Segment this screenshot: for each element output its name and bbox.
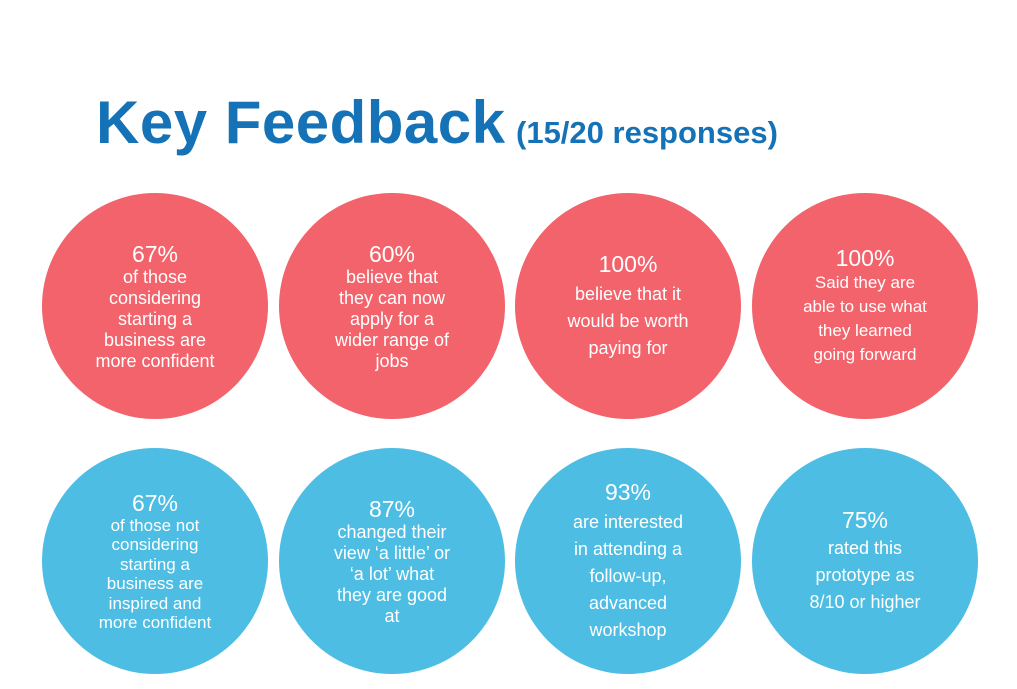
stat-line: changed their [337, 521, 447, 542]
stat-line: they learned [818, 321, 912, 340]
stat-description: of those considering starting a business… [95, 267, 214, 372]
stat-percent: 100% [835, 245, 895, 271]
stat-line: rated this [827, 537, 903, 558]
stat-line: inspired and [108, 593, 202, 613]
slide-title: Key Feedback (15/20 responses) [96, 88, 778, 157]
stat-circle-wider-jobs: 60% believe that they can now apply for … [279, 193, 505, 419]
stat-line: prototype as [815, 564, 915, 585]
stat-line: in attending a [573, 538, 683, 559]
stat-line: business are [106, 574, 204, 593]
stat-description: rated this prototype as 8/10 or higher [809, 535, 920, 616]
stat-description: Said they are able to use what they lear… [803, 271, 927, 367]
stat-circle-use-going-forward: 100% Said they are able to use what they… [752, 193, 978, 419]
stat-line: Said they are [814, 273, 916, 292]
stat-description: believe that they can now apply for a wi… [335, 267, 449, 372]
stat-percent: 60% [368, 240, 416, 267]
stat-percent: 93% [604, 478, 652, 505]
stat-line: going forward [813, 345, 917, 364]
stat-line: starting a [120, 554, 190, 574]
stat-line: able to use what [803, 297, 927, 316]
stat-description: of those not considering starting a busi… [99, 516, 211, 633]
stat-line: at [384, 605, 400, 626]
stat-circle-prototype-rating: 75% rated this prototype as 8/10 or high… [752, 448, 978, 674]
stat-line: considering [108, 287, 202, 308]
title-subtitle: (15/20 responses) [516, 115, 778, 150]
stat-line: they can now [338, 287, 446, 308]
stat-circle-worth-paying: 100% believe that it would be worth payi… [515, 193, 741, 419]
stat-description: changed their view ‘a little’ or ‘a lot’… [334, 522, 450, 627]
stat-percent: 67% [131, 240, 179, 267]
stat-circle-considering-confident: 67% of those considering starting a busi… [42, 193, 268, 419]
stat-line: workshop [589, 619, 667, 640]
stat-percent: 100% [598, 250, 658, 277]
stat-circle-not-considering-inspired: 67% of those not considering starting a … [42, 448, 268, 674]
stat-percent: 67% [131, 489, 179, 516]
stat-line: paying for [588, 337, 668, 358]
stat-circle-changed-view: 87% changed their view ‘a little’ or ‘a … [279, 448, 505, 674]
stat-line: business are [103, 329, 207, 350]
stat-line: of those not [110, 515, 200, 535]
stat-line: believe that [345, 266, 439, 287]
stat-line: wider range of [334, 329, 450, 350]
stat-line: more confident [98, 613, 212, 632]
stat-line: are interested [572, 511, 684, 532]
stat-line: advanced [588, 592, 668, 613]
stat-line: follow-up, [589, 565, 667, 586]
stat-line: would be worth [567, 310, 689, 331]
stat-line: ‘a lot’ what [349, 563, 435, 584]
stat-line: jobs [375, 350, 409, 371]
stat-circle-advanced-workshop: 93% are interested in attending a follow… [515, 448, 741, 674]
stat-line: starting a [117, 308, 193, 329]
stat-description: are interested in attending a follow-up,… [573, 509, 683, 644]
stat-line: believe that it [574, 283, 682, 304]
stat-line: they are good [336, 584, 448, 605]
stat-line: 8/10 or higher [809, 591, 921, 612]
stat-percent: 87% [368, 495, 416, 522]
stat-line: view ‘a little’ or [333, 542, 451, 563]
stat-description: believe that it would be worth paying fo… [567, 281, 688, 362]
stat-line: apply for a [349, 308, 435, 329]
stat-line: considering [111, 535, 199, 554]
stat-line: of those [122, 266, 188, 287]
stat-percent: 75% [841, 506, 889, 533]
stat-line: more confident [95, 350, 215, 371]
title-main: Key Feedback [96, 89, 506, 156]
